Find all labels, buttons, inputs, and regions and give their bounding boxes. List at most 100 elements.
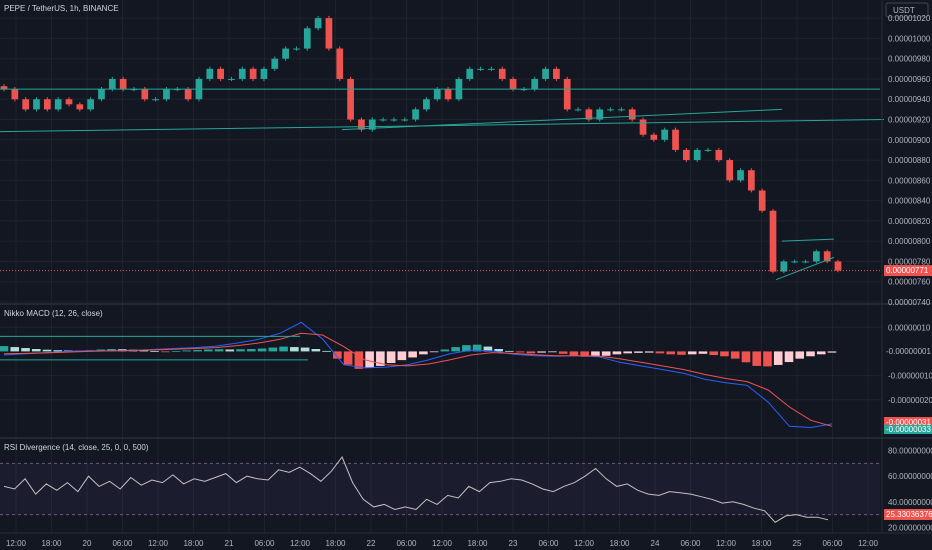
candle-body[interactable]	[0, 86, 8, 90]
candle-body[interactable]	[488, 68, 495, 70]
rsi-pane[interactable]	[0, 455, 880, 523]
candle-body[interactable]	[585, 109, 593, 120]
macd-axis[interactable]: 0.00000010 -0.00000010 -0.00000020	[888, 323, 932, 405]
macd-histogram-bar	[21, 348, 30, 352]
candle-body[interactable]	[607, 109, 614, 111]
candle-body[interactable]	[563, 78, 571, 110]
macd-current-label: -0.00000001	[886, 347, 931, 356]
candle-body[interactable]	[152, 99, 159, 101]
candle-body[interactable]	[390, 119, 398, 121]
candle-body[interactable]	[314, 18, 322, 29]
candle-body[interactable]	[737, 170, 744, 181]
candle-body[interactable]	[184, 89, 192, 100]
candle-body[interactable]	[43, 99, 51, 110]
candle-body[interactable]	[11, 89, 19, 100]
candle-body[interactable]	[423, 99, 430, 110]
candle-body[interactable]	[650, 134, 658, 140]
candle-body[interactable]	[87, 99, 95, 110]
candle-body[interactable]	[834, 261, 842, 271]
macd-histogram-bar	[666, 351, 676, 355]
candle-body[interactable]	[65, 99, 73, 105]
rising-trendline[interactable]	[341, 108, 783, 131]
candle-body[interactable]	[54, 99, 62, 110]
candle-body[interactable]	[293, 48, 300, 50]
wedge-upper-line[interactable]	[781, 238, 835, 242]
candle-body[interactable]	[325, 18, 333, 49]
candle-body[interactable]	[618, 109, 625, 111]
candle-body[interactable]	[704, 149, 712, 151]
candle-body[interactable]	[747, 170, 755, 191]
candle-body[interactable]	[368, 119, 376, 130]
macd-histogram-bar	[816, 351, 826, 355]
macd-histogram-bar	[419, 351, 428, 355]
candle-body[interactable]	[401, 119, 409, 121]
candle-body[interactable]	[477, 68, 484, 70]
time-axis[interactable]: 12:00 18:00 20 06:00 12:00 18:00 21 06:00 12:00 1…	[6, 539, 879, 548]
candle-body[interactable]	[758, 190, 766, 211]
candle-body[interactable]	[693, 149, 701, 161]
macd-pane[interactable]	[0, 321, 837, 429]
candle-body[interactable]	[769, 210, 777, 272]
candle-body[interactable]	[412, 109, 419, 120]
price-axis[interactable]: 0.00001020 0.00001000 0.00000980 0.00000960…	[888, 14, 931, 307]
candle-body[interactable]	[228, 78, 235, 80]
macd-histogram-bar	[763, 351, 772, 367]
macd-histogram-bar	[279, 346, 288, 352]
candle-body[interactable]	[238, 68, 246, 79]
candle-body[interactable]	[303, 28, 311, 49]
candle-body[interactable]	[217, 68, 224, 79]
candle-body[interactable]	[542, 68, 549, 79]
candle-body[interactable]	[466, 68, 474, 79]
candle-body[interactable]	[672, 129, 679, 150]
wedge-lower-line[interactable]	[775, 256, 835, 281]
support-trendline[interactable]	[0, 119, 885, 133]
candle-body[interactable]	[336, 48, 344, 79]
candle-body[interactable]	[206, 68, 214, 79]
candle-body[interactable]	[812, 251, 820, 262]
candle-body[interactable]	[823, 251, 831, 262]
macd-histogram-bar	[182, 350, 192, 352]
candle-body[interactable]	[141, 89, 149, 100]
candle-body[interactable]	[260, 68, 268, 79]
candle-body[interactable]	[282, 48, 289, 59]
candle-body[interactable]	[574, 109, 582, 111]
candle-body[interactable]	[33, 99, 40, 110]
candle-body[interactable]	[715, 149, 723, 161]
candle-body[interactable]	[119, 78, 127, 90]
macd-histogram-bar	[677, 351, 686, 355]
candle-body[interactable]	[596, 109, 604, 120]
candle-body[interactable]	[444, 89, 452, 100]
candle-body[interactable]	[628, 109, 636, 120]
candle-body[interactable]	[639, 119, 647, 135]
candle-body[interactable]	[553, 68, 560, 79]
candle-body[interactable]	[347, 78, 354, 120]
candle-body[interactable]	[271, 58, 279, 69]
candle-body[interactable]	[802, 261, 809, 263]
candle-body[interactable]	[509, 78, 517, 90]
candle-body[interactable]	[163, 89, 170, 100]
candle-body[interactable]	[683, 149, 690, 161]
candle-body[interactable]	[358, 119, 365, 130]
macd-histogram-bar	[612, 351, 622, 355]
candle-body[interactable]	[76, 104, 84, 110]
candle-body[interactable]	[108, 78, 116, 90]
time-tick-label: 06:00	[538, 539, 559, 548]
candle-body[interactable]	[98, 89, 105, 100]
candle-body[interactable]	[249, 68, 257, 79]
price-pane[interactable]	[0, 15, 885, 281]
candle-body[interactable]	[433, 89, 441, 100]
price-tick-label: 0.00000920	[888, 116, 931, 125]
rsi-axis[interactable]: 80.00000000 60.00000000 40.00000000 20.0000…	[888, 447, 932, 533]
candle-body[interactable]	[22, 99, 30, 110]
currency-button[interactable]: USDT	[885, 2, 929, 18]
candle-body[interactable]	[498, 68, 506, 79]
candle-body[interactable]	[726, 160, 734, 181]
macd-histogram-bar	[408, 351, 417, 358]
candle-body[interactable]	[791, 261, 799, 263]
candle-body[interactable]	[531, 78, 539, 90]
macd-histogram-bar	[397, 351, 407, 361]
candle-body[interactable]	[379, 119, 387, 121]
candle-body[interactable]	[661, 129, 669, 140]
candle-body[interactable]	[780, 261, 788, 272]
macd-histogram-bar	[558, 351, 568, 354]
